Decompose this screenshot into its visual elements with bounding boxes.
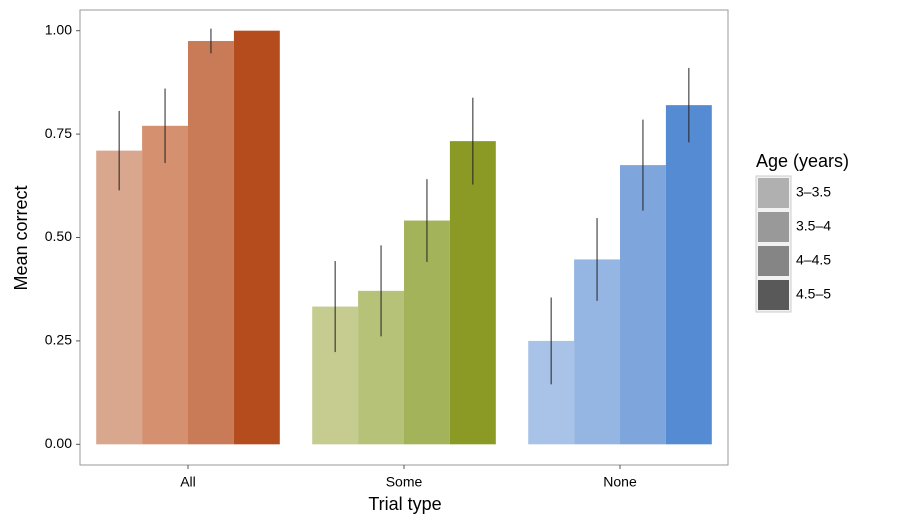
legend-label: 4.5–5 [796,286,831,302]
y-tick-label: 0.50 [45,228,72,244]
bar [233,30,280,445]
legend-swatch [758,212,789,242]
legend-swatch [758,178,789,208]
bar [188,41,234,445]
y-tick-label: 0.25 [45,332,72,348]
legend-swatch [758,246,789,276]
legend-title: Age (years) [756,151,849,171]
x-tick-label: Some [386,474,423,490]
y-tick-label: 0.75 [45,125,72,141]
legend-label: 3.5–4 [796,218,831,234]
y-tick-label: 1.00 [45,21,72,37]
bar [449,141,496,445]
bar [96,150,143,445]
x-tick-label: All [180,474,196,490]
x-tick-label: None [603,474,637,490]
y-axis-label: Mean correct [11,185,31,290]
bar [142,125,188,445]
legend-swatch [758,280,789,310]
y-tick-label: 0.00 [45,435,72,451]
x-axis-label: Trial type [368,494,441,514]
legend-label: 4–4.5 [796,252,831,268]
legend-label: 3–3.5 [796,184,831,200]
bar [620,165,666,445]
bar [665,105,712,445]
